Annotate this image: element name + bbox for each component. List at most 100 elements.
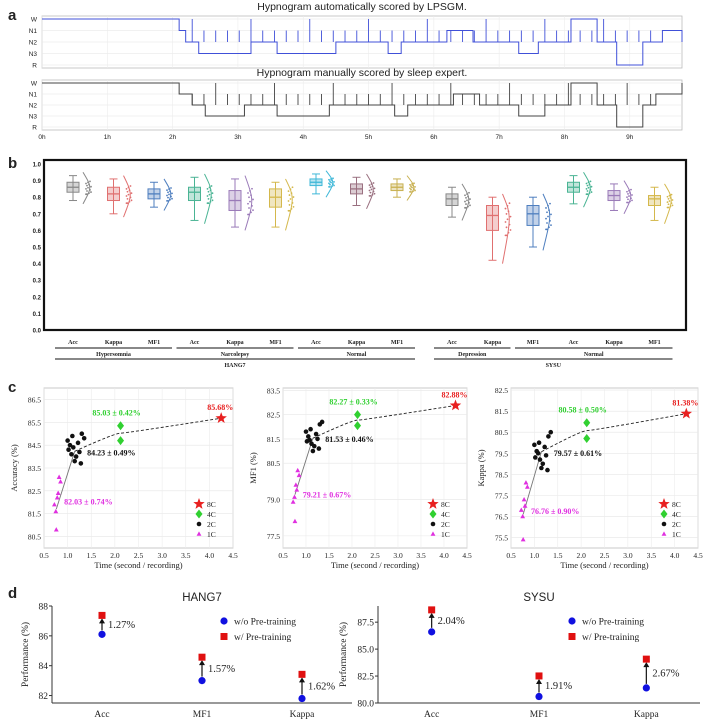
- improvement-label: 1.27%: [108, 620, 135, 631]
- improvement-label: 1.57%: [208, 664, 235, 675]
- marker-8c-star: [449, 399, 462, 411]
- boxplot-group-label: Narcolepsy: [221, 352, 250, 358]
- hypnogram-time-tick: 6h: [430, 134, 438, 141]
- boxplot-point: [371, 193, 374, 196]
- boxplot-point: [671, 199, 674, 201]
- boxplot-point: [508, 223, 511, 226]
- boxplot-point: [249, 189, 251, 192]
- boxplot-point: [167, 196, 169, 199]
- boxplot-violin: [123, 175, 131, 218]
- boxplot-point: [169, 190, 171, 193]
- boxplot-point: [370, 183, 373, 185]
- boxplot-violin: [461, 183, 470, 221]
- with-pretraining-point: [642, 655, 650, 663]
- hypnogram-time-tick: 9h: [626, 134, 634, 141]
- scatter-x-tick: 3.5: [181, 551, 191, 560]
- legend-without-marker: [220, 617, 228, 625]
- boxplot-metric-label: Kappa: [605, 340, 622, 346]
- boxplot-point: [506, 218, 509, 221]
- improvement-arrow-head: [428, 612, 435, 618]
- without-pretraining-point: [535, 692, 543, 701]
- boxplot-point: [249, 200, 251, 203]
- boxplot-point: [586, 193, 589, 196]
- scatter-annotation: 81.38%: [672, 399, 698, 408]
- hypnogram-time-tick: 4h: [300, 134, 308, 141]
- scatter-y-tick: 80.5: [495, 428, 508, 437]
- marker-2c-dot: [69, 451, 74, 457]
- boxplot-point: [328, 178, 330, 181]
- marker-1c-triangle: [196, 531, 202, 536]
- hypnogram-stage-label: R: [32, 125, 37, 132]
- boxplot-violin: [542, 193, 551, 251]
- marker-2c-dot: [78, 461, 84, 466]
- boxplot-y-tick: 0.7: [33, 212, 42, 218]
- boxplot-point: [414, 185, 416, 188]
- boxplot-point: [626, 196, 628, 199]
- marker-2c-dot: [532, 442, 537, 448]
- marker-1c-triangle: [521, 496, 527, 502]
- legend-with-marker: [568, 633, 576, 640]
- scatter-y-tick: 81.5: [267, 435, 280, 444]
- without-pretraining-point: [98, 630, 106, 638]
- scatter-xlabel: Time (second / recording): [331, 560, 419, 570]
- boxplot-point: [368, 189, 371, 192]
- boxplot-point: [287, 200, 290, 202]
- boxplot-point: [468, 191, 470, 194]
- hypnogram-stage-label: N3: [29, 114, 38, 121]
- hypnogram-stage-label: W: [31, 81, 38, 88]
- marker-2c-dot: [77, 449, 82, 455]
- boxplot-point: [208, 193, 211, 196]
- boxplot-point: [206, 187, 209, 190]
- scatter-x-tick: 4.5: [693, 551, 703, 560]
- boxplot-y-tick: 0.1: [33, 312, 42, 318]
- scatter-x-tick: 0.5: [39, 551, 49, 560]
- boxplot-point: [373, 192, 376, 195]
- boxplot-box: [188, 186, 201, 202]
- boxplot-point: [627, 198, 629, 201]
- scatter-y-tick: 82.5: [495, 386, 508, 395]
- scatter-x-tick: 2.0: [347, 551, 357, 560]
- panel-label-a: a: [8, 7, 17, 24]
- boxplot-point: [670, 193, 673, 196]
- panel-label-d: d: [8, 585, 17, 602]
- with-pretraining-point: [298, 670, 306, 678]
- comparison-category-label: MF1: [530, 710, 549, 720]
- marker-1c-triangle: [293, 482, 299, 487]
- boxplot-point: [464, 194, 466, 197]
- boxplot-point: [209, 189, 212, 192]
- boxplot-point: [507, 210, 510, 213]
- boxplot-point: [207, 197, 210, 200]
- boxplot-y-tick: 0.6: [33, 229, 42, 235]
- boxplot-point: [410, 190, 412, 193]
- scatter-legend-label: 4C: [672, 510, 681, 519]
- legend-with-label: w/ Pre-training: [234, 633, 292, 643]
- scatter-y-tick: 85.5: [28, 418, 41, 427]
- boxplot-point: [550, 224, 552, 227]
- boxplot-point: [670, 202, 673, 205]
- scatter-x-tick: 3.0: [393, 551, 403, 560]
- marker-1c-triangle: [51, 501, 57, 507]
- boxplot-point: [409, 187, 411, 190]
- boxplot-point: [333, 184, 335, 187]
- scatter-legend-label: 2C: [672, 520, 681, 529]
- boxplot-metric-label: MF1: [391, 340, 403, 346]
- scatter-y-tick: 78.5: [495, 470, 508, 479]
- hypnogram-time-tick: 2h: [169, 134, 177, 141]
- marker-1c-triangle: [520, 513, 526, 519]
- marker-2c-dot: [65, 438, 70, 443]
- boxplot-group-label: Normal: [584, 352, 604, 358]
- boxplot-point: [505, 234, 508, 237]
- boxplot-point: [207, 202, 210, 205]
- boxplot-point: [128, 189, 131, 192]
- boxplot-metric-label: MF1: [148, 340, 160, 346]
- boxplot-violin: [664, 183, 672, 224]
- scatter-annotation: 82.27 ± 0.33%: [329, 398, 377, 407]
- boxplot-point: [129, 185, 132, 187]
- boxplot-point: [130, 199, 133, 202]
- marker-1c-triangle: [518, 507, 524, 512]
- boxplot-y-tick: 0.5: [33, 246, 42, 252]
- boxplot-point: [504, 221, 507, 223]
- boxplot-metric-label: Kappa: [484, 340, 501, 346]
- boxplot-point: [126, 202, 129, 205]
